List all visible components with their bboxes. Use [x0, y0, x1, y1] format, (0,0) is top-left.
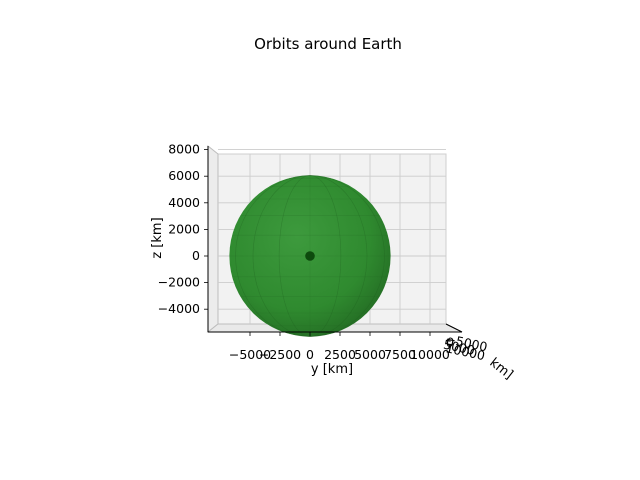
y-tick-label: 0 [306, 347, 314, 362]
z-tick-label: −4000 [158, 301, 200, 316]
y-tick-label: 10000 [410, 347, 450, 362]
mesh-meridian [278, 175, 342, 337]
z-tick-label: 6000 [168, 168, 200, 183]
y-axis-label: y [km] [311, 362, 353, 377]
mesh-meridian [235, 175, 385, 337]
y-tick-label: −2500 [259, 347, 301, 362]
x-tick-label: 5000 [442, 337, 476, 358]
z-tick-label: 0 [192, 248, 200, 263]
pane-left-side [207, 144, 219, 334]
mesh-meridian [252, 175, 368, 337]
y-tick-label: 2500 [324, 347, 356, 362]
z-axis-ticks: −4000 −2000 0 2000 4000 6000 8000 [158, 142, 208, 316]
mesh-meridian [235, 175, 385, 337]
x-axis-ticks: −5000 0 5000 10000 [442, 331, 489, 363]
x-axis-line [445, 323, 463, 333]
earth-center-marker [305, 251, 315, 261]
x-axis-label: km] [487, 355, 516, 382]
z-tick-label: 8000 [168, 142, 200, 157]
y-tick-label: 5000 [354, 347, 386, 362]
mesh-meridian [278, 175, 342, 337]
z-tick-label: 4000 [168, 195, 200, 210]
x-tick-label: 0 [445, 334, 456, 350]
z-tick-label: 2000 [168, 221, 200, 236]
y-tick-label: −5000 [229, 347, 271, 362]
z-axis-label: z [km] [150, 217, 165, 258]
earth-mesh [229, 175, 391, 337]
z-tick-label: −2000 [158, 275, 200, 290]
mesh-meridian [252, 175, 368, 337]
chart-title: Orbits around Earth [254, 35, 402, 53]
y-tick-label: 7500 [384, 347, 416, 362]
